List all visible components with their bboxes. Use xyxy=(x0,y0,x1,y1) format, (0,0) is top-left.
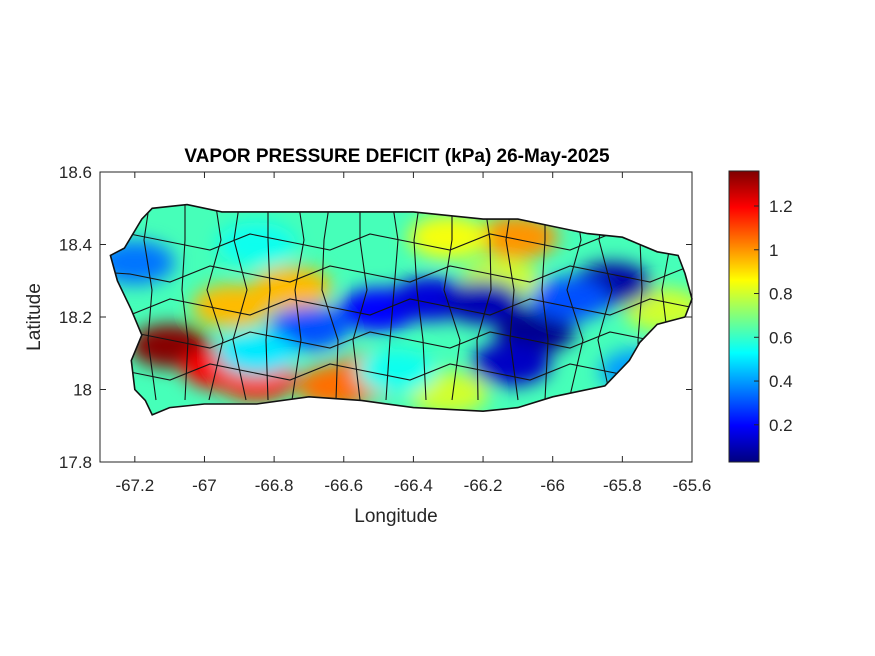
municipality-boundary xyxy=(110,298,691,316)
colorbar-tick-label: 1 xyxy=(769,241,778,260)
vpd-anomaly-patch xyxy=(477,215,558,260)
municipality-boundary xyxy=(291,204,305,401)
colorbar-tick-label: 0.2 xyxy=(769,416,793,435)
vpd-anomaly-patch xyxy=(251,266,332,310)
x-tick-label: -67 xyxy=(192,476,217,495)
vpd-anomaly-patch xyxy=(216,222,297,267)
x-tick-label: -67.2 xyxy=(115,476,154,495)
municipality-boundary xyxy=(110,233,691,251)
y-tick-label: 17.8 xyxy=(59,453,92,472)
municipality-boundaries xyxy=(110,204,691,401)
municipality-boundary xyxy=(541,204,549,401)
municipality-boundary xyxy=(476,204,492,401)
x-axis-label: Longitude xyxy=(354,506,437,527)
x-tick-label: -66.6 xyxy=(324,476,363,495)
map-title: VAPOR PRESSURE DEFICIT (kPa) 26-May-2025 xyxy=(184,146,610,167)
vpd-anomaly-patch xyxy=(216,331,297,376)
municipality-boundary xyxy=(206,204,224,401)
colorbar-tick-label: 0.4 xyxy=(769,372,793,391)
municipality-boundary xyxy=(110,331,691,349)
municipality-boundary xyxy=(265,204,271,401)
x-tick-label: -65.6 xyxy=(673,476,712,495)
municipality-boundary xyxy=(143,204,157,401)
island-coastline xyxy=(109,203,693,416)
vpd-anomaly-patch xyxy=(356,349,436,394)
y-tick-label: 18.6 xyxy=(59,163,92,182)
municipality-boundary xyxy=(110,265,691,283)
vpd-anomaly-patch xyxy=(443,280,524,325)
colorbar-tick-label: 1.2 xyxy=(769,197,793,216)
x-tick-label: -66 xyxy=(540,476,565,495)
municipality-boundary xyxy=(443,204,461,401)
municipality-boundary xyxy=(352,204,368,401)
vpd-anomaly-patch xyxy=(192,284,273,329)
municipality-boundary xyxy=(413,204,427,401)
municipality-boundary xyxy=(110,363,691,381)
vpd-anomaly-patch xyxy=(470,342,551,387)
colorbar xyxy=(728,170,760,463)
municipality-boundary xyxy=(505,204,519,401)
vpd-anomaly-patch xyxy=(268,305,349,350)
municipality-boundary xyxy=(232,204,248,401)
y-tick-label: 18.2 xyxy=(59,308,92,327)
vpd-anomaly-patch xyxy=(408,215,489,260)
y-axis-ticks: 17.8 18 18.2 18.4 18.6 xyxy=(59,163,692,472)
colorbar-tick-label: 0.8 xyxy=(769,285,793,304)
x-tick-label: -66.2 xyxy=(464,476,503,495)
municipality-boundary xyxy=(321,204,339,401)
x-tick-label: -65.8 xyxy=(603,476,642,495)
y-axis-label: Latitude xyxy=(24,283,45,351)
colorbar-tick-label: 0.6 xyxy=(769,328,793,347)
colorbar-ticks: 0.2 0.4 0.6 0.8 1 1.2 xyxy=(754,197,793,435)
x-axis-ticks: -67.2 -67 -66.8 -66.6 -66.4 -66.2 -66 -65.8 -65.… xyxy=(115,172,711,495)
y-tick-label: 18 xyxy=(73,381,92,400)
municipality-boundary xyxy=(385,204,399,401)
x-tick-label: -66.4 xyxy=(394,476,433,495)
x-tick-label: -66.8 xyxy=(255,476,294,495)
municipality-boundary xyxy=(181,204,189,401)
y-tick-label: 18.4 xyxy=(59,236,92,255)
